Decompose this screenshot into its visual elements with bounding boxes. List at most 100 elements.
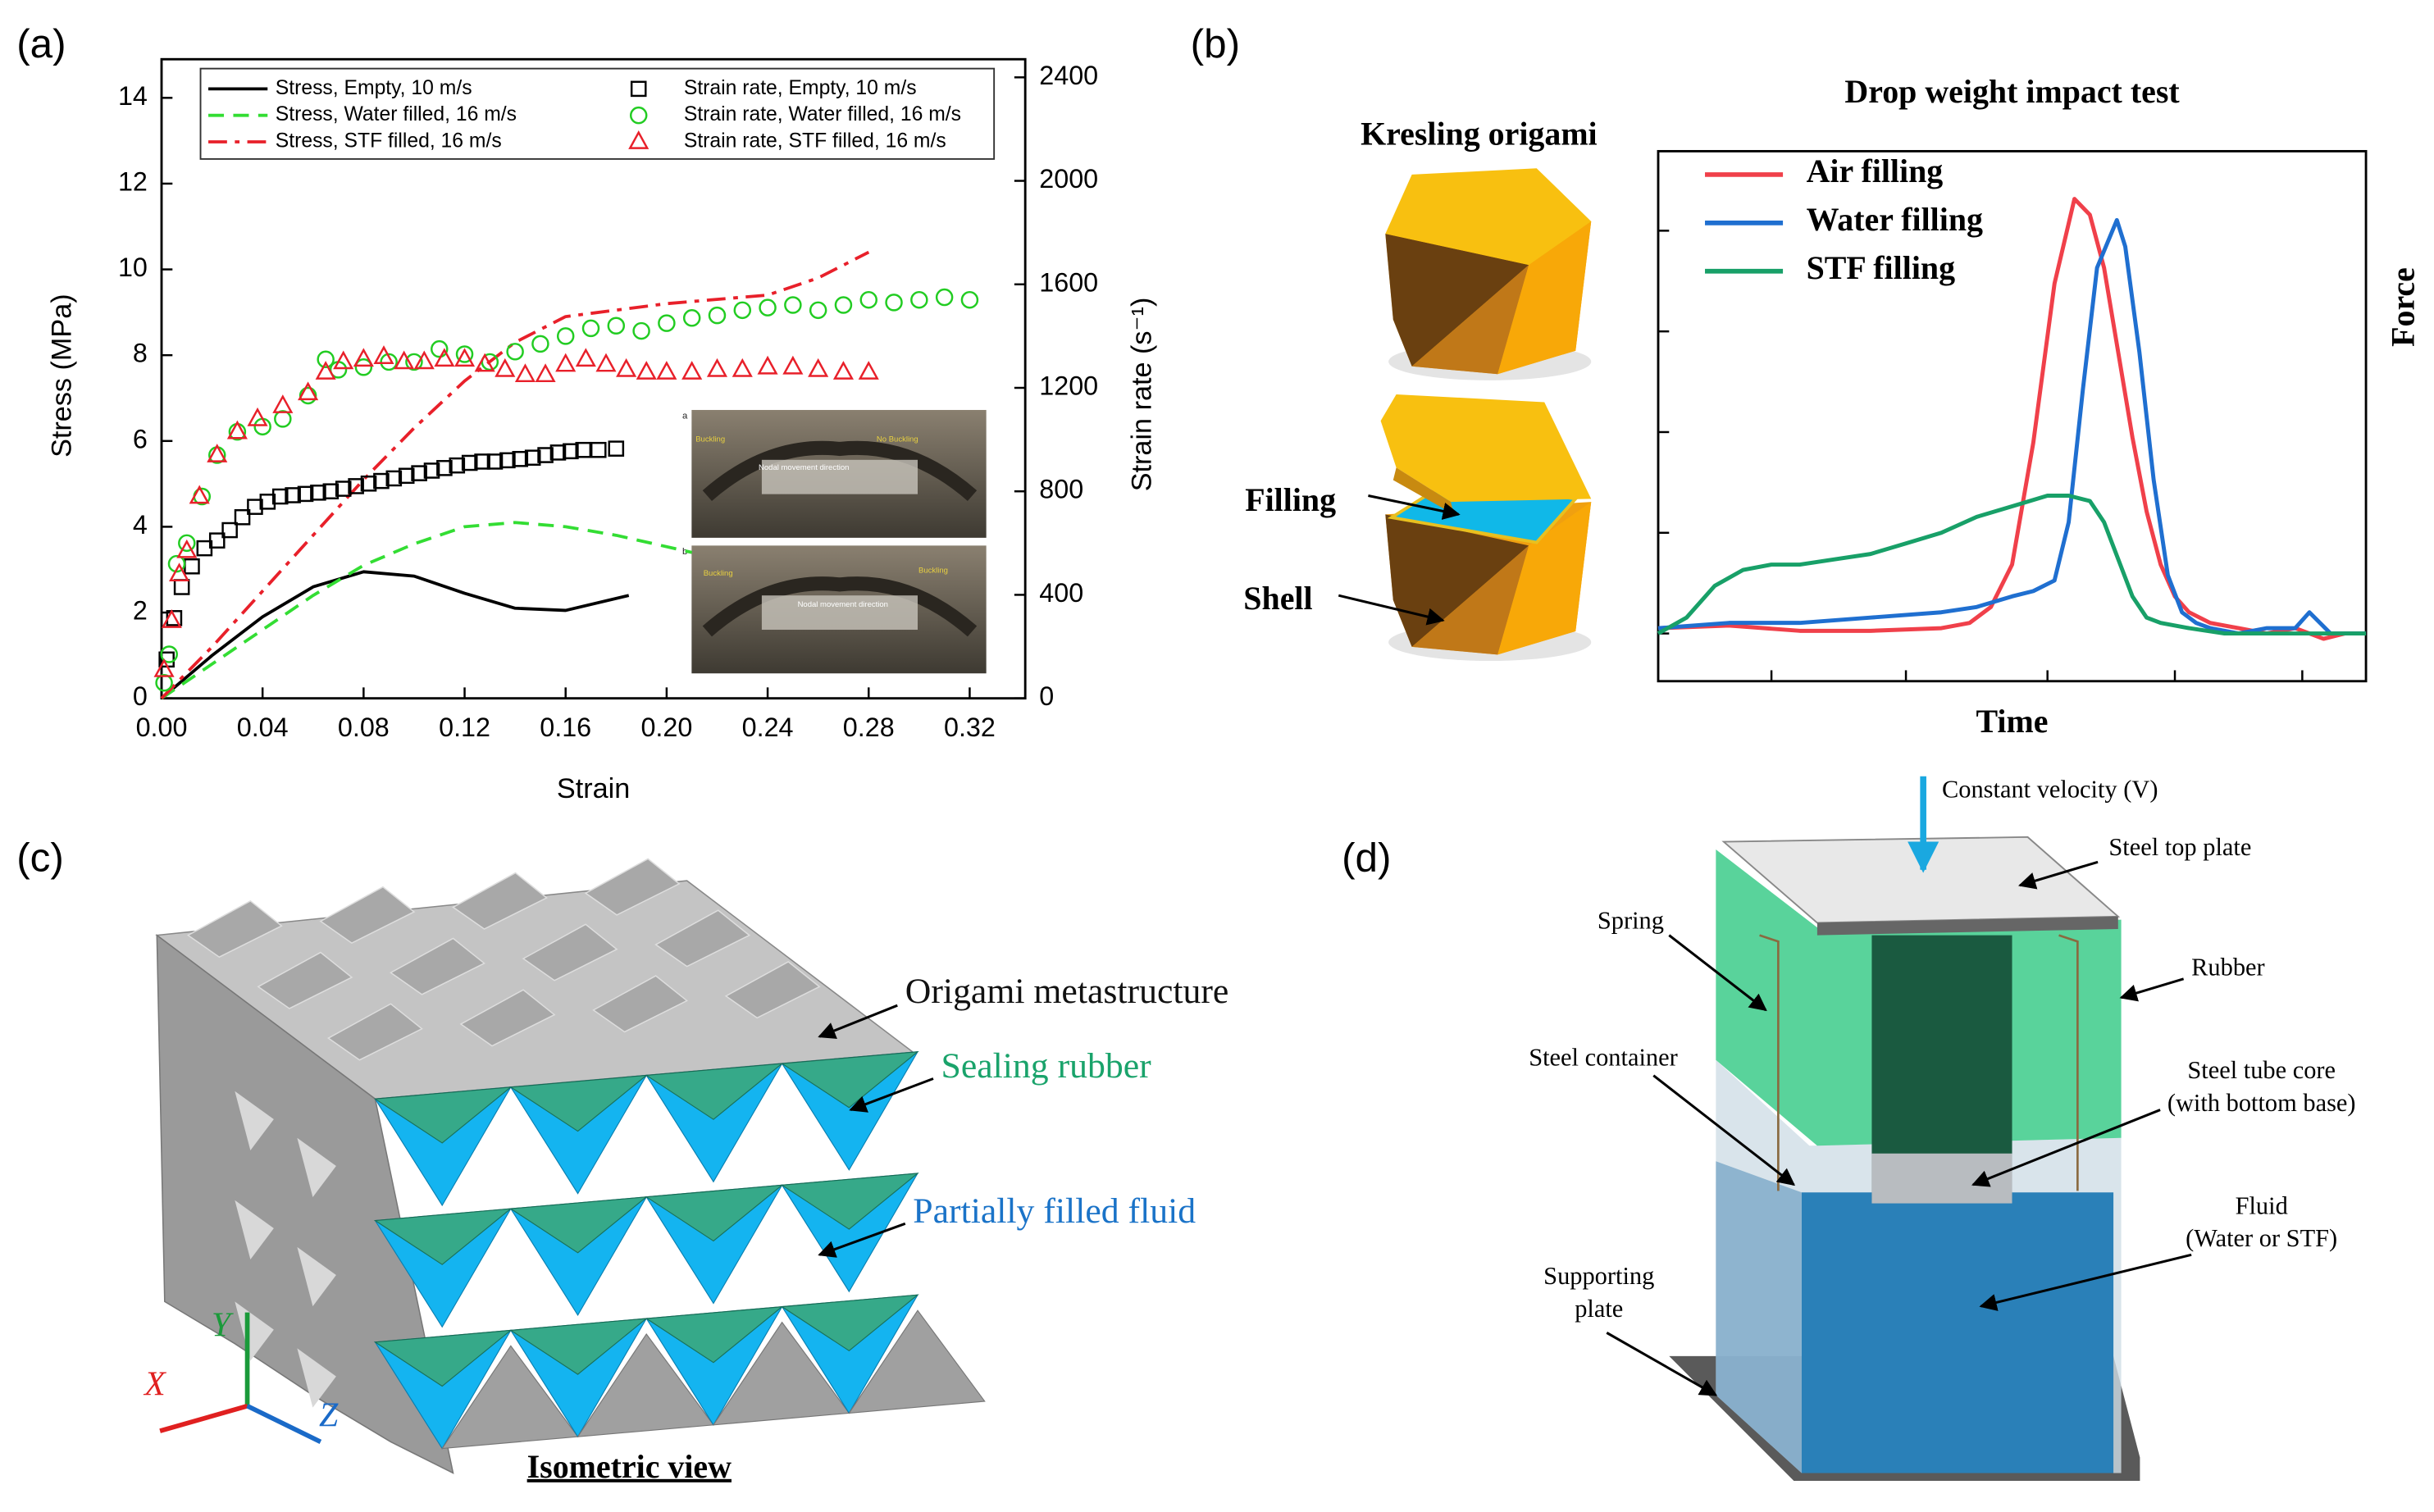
marker-circle — [784, 296, 802, 314]
marker-square — [411, 465, 427, 481]
top-ridge — [390, 937, 485, 995]
marker-triangle — [394, 350, 415, 370]
marker-circle — [733, 301, 752, 320]
marker-square — [563, 443, 579, 460]
marker-square — [259, 494, 276, 510]
marker-square — [310, 485, 326, 501]
callout: Filling — [1245, 481, 1336, 518]
callout: Sealing rubber — [941, 1046, 1152, 1086]
marker-square — [512, 450, 529, 467]
panel-label: (c) — [16, 835, 64, 880]
arrow — [818, 1222, 906, 1258]
x-tick-label: 0.24 — [742, 713, 794, 742]
panel-label: (a) — [16, 21, 66, 66]
axis-name: Y — [212, 1306, 234, 1344]
marker-triangle — [272, 394, 294, 413]
arrow — [1606, 1332, 1718, 1396]
marker-circle — [405, 353, 423, 371]
y-tick-label: 0 — [133, 681, 148, 711]
marker-circle — [658, 314, 676, 332]
marker-square — [322, 483, 340, 500]
callout: Partially filled fluid — [913, 1191, 1196, 1231]
prism-dark — [1385, 514, 1529, 647]
marker-triangle — [706, 358, 728, 377]
marker-square — [630, 80, 647, 98]
marker-square — [385, 470, 403, 487]
marker-circle — [629, 106, 648, 125]
marker-square — [449, 457, 466, 474]
fluid-side — [1716, 1161, 1802, 1473]
marker-square — [173, 579, 190, 595]
y2-tick-label: 400 — [1039, 578, 1083, 608]
prism-dark — [1385, 234, 1529, 367]
top-ridge — [452, 872, 548, 930]
marker-triangle — [207, 444, 228, 462]
wall — [441, 1345, 579, 1450]
marker-circle — [682, 309, 701, 327]
marker-triangle — [681, 361, 703, 380]
callout: Steel tube core — [2187, 1056, 2336, 1084]
callout: Fluid — [2236, 1191, 2288, 1219]
callout: Constant velocity (V) — [1942, 776, 2158, 804]
inset-beam — [702, 440, 978, 501]
legend-label: Stress, Empty, 10 m/s — [276, 77, 472, 99]
marker-triangle — [353, 348, 374, 367]
marker-circle — [506, 343, 524, 361]
marker-triangle — [434, 348, 455, 367]
wall — [577, 1333, 715, 1437]
y-tick-label: 12 — [118, 166, 148, 196]
marker-circle — [859, 290, 877, 309]
marker-square — [285, 487, 301, 503]
marker-circle — [455, 345, 474, 363]
hole — [235, 1091, 274, 1150]
callout: Origami metastructure — [905, 972, 1229, 1011]
y-axis-label: Stress (MPa) — [46, 294, 77, 458]
marker-triangle — [315, 361, 336, 380]
x-tick-label: 0.20 — [640, 713, 692, 742]
y-tick-label: 14 — [118, 81, 148, 111]
marker-square — [461, 454, 478, 471]
series-line — [160, 250, 870, 699]
marker-triangle — [226, 420, 248, 439]
marker-circle — [354, 358, 373, 376]
rubber-cell — [780, 1294, 919, 1352]
marker-square — [234, 508, 251, 526]
marker-square — [184, 558, 200, 575]
marker-square — [247, 499, 263, 515]
marker-triangle — [628, 130, 650, 149]
hole — [235, 1200, 274, 1260]
marker-circle — [809, 301, 827, 320]
rubber-cell — [780, 1173, 919, 1230]
y2-tick-label: 800 — [1039, 475, 1083, 504]
marker-square — [575, 441, 592, 458]
marker-triangle — [595, 353, 617, 372]
callout: Supporting — [1543, 1262, 1654, 1290]
marker-square — [335, 480, 352, 497]
rubber-cell — [373, 1086, 513, 1144]
arrow — [2017, 860, 2099, 890]
arrow — [1368, 494, 1461, 520]
marker-triangle — [495, 358, 516, 377]
inset-gap — [761, 595, 918, 631]
x-tick-label: 0.00 — [136, 713, 188, 742]
marker-triangle — [732, 358, 753, 377]
callout: Shell — [1243, 580, 1312, 617]
marker-triangle — [454, 348, 476, 367]
arrow — [1971, 1109, 2161, 1187]
marker-triangle — [616, 358, 637, 377]
series-line — [1657, 197, 2367, 641]
legend-frame — [199, 67, 996, 160]
y2-tick-label: 2400 — [1039, 61, 1098, 90]
marker-circle — [581, 319, 600, 338]
rubber-cell — [509, 1318, 649, 1375]
marker-square — [537, 447, 554, 463]
inset-label: a — [682, 412, 688, 421]
rubber-cell — [509, 1196, 649, 1254]
x-tick-label: 0.32 — [944, 713, 996, 742]
marker-square — [297, 485, 314, 503]
marker-circle — [759, 298, 777, 317]
marker-triangle — [656, 361, 677, 380]
y2-axis-label: Strain rate (s⁻¹) — [1127, 298, 1158, 492]
